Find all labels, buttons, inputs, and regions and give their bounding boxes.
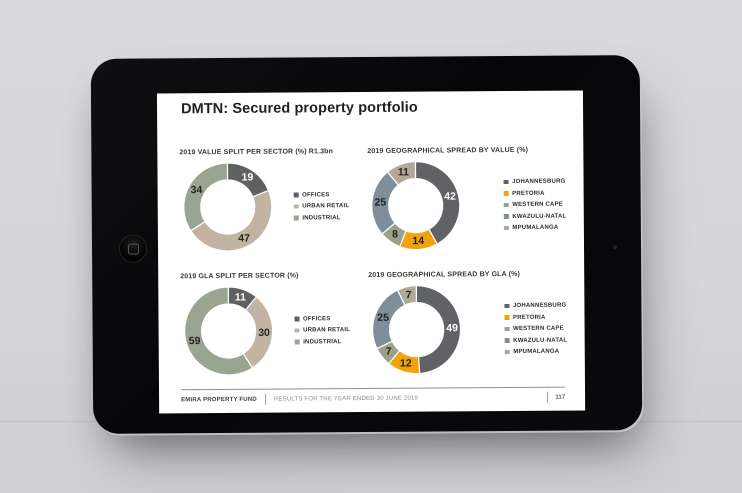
legend-label: PRETORIA	[512, 190, 545, 197]
legend-item-kwazulu-natal: KWAZULU-NATAL	[503, 210, 567, 222]
legend-label: JOHANNESBURG	[512, 178, 566, 185]
legend-label: MPUMALANGA	[512, 224, 559, 231]
legend-label: OFFICES	[302, 191, 330, 198]
page-number: 117	[555, 394, 566, 401]
legend-label: WESTERN CAPE	[512, 201, 563, 208]
legend-swatch	[504, 338, 510, 343]
legend-swatch	[504, 349, 510, 355]
donut-segment-mpumalanga	[396, 285, 418, 307]
footer-brand: EMIRA PROPERTY FUND	[181, 396, 257, 403]
legend-label: MPUMALANGA	[513, 348, 560, 355]
tablet-device: DMTN: Secured property portfolio 2019 VA…	[90, 55, 643, 434]
chart-value-split-per-sector: 2019 VALUE SPLIT PER SECTOR (%) R1.3bn 1…	[179, 148, 366, 255]
donut-value-label: 7	[386, 346, 392, 358]
donut-segment-mpumalanga	[386, 161, 417, 186]
legend-swatch	[503, 191, 509, 196]
donut-value-label: 19	[242, 171, 254, 183]
legend-item-johannesburg: JOHANNESBURG	[504, 300, 567, 312]
legend-swatch	[293, 192, 299, 198]
legend-label: PRETORIA	[512, 314, 546, 321]
donut-segment-industrial	[184, 286, 254, 376]
legend-item-urban-retail: URBAN RETAIL	[293, 200, 350, 212]
legend-swatch	[293, 204, 299, 209]
legend-label: URBAN RETAIL	[302, 203, 350, 210]
legend-item-urban-retail: URBAN RETAIL	[294, 324, 351, 336]
legend-item-industrial: INDUSTRIAL	[293, 212, 350, 224]
donut-value-label: 7	[406, 289, 412, 301]
legend-label: KWAZULU-NATAL	[512, 213, 567, 220]
donut-segment-urban-retail	[189, 189, 273, 252]
donut-value-label: 49	[446, 322, 458, 334]
legend-item-pretoria: PRETORIA	[504, 311, 567, 323]
donut-segment-industrial	[183, 162, 229, 232]
chart-legend: JOHANNESBURG PRETORIA WESTERN CAPE KWAZULU-…	[504, 300, 567, 358]
legend-label: JOHANNESBURG	[512, 302, 567, 309]
donut-value-label: 12	[400, 357, 412, 369]
donut-value-label: 11	[235, 291, 246, 303]
donut-chart-geo-value: 42 14 8 25 11	[371, 161, 461, 251]
legend-swatch	[503, 225, 509, 231]
legend-swatch	[294, 316, 300, 322]
chart-legend: OFFICES URBAN RETAIL INDUSTRIAL	[293, 189, 350, 224]
home-button[interactable]	[118, 234, 148, 263]
legend-swatch	[503, 202, 509, 208]
home-button-icon	[127, 243, 139, 255]
legend-swatch	[293, 215, 299, 221]
legend-label: INDUSTRIAL	[302, 214, 341, 221]
donut-value-label: 8	[392, 228, 398, 240]
chart-title: 2019 GEOGRAPHICAL SPREAD BY VALUE (%)	[367, 146, 529, 155]
legend-item-pretoria: PRETORIA	[503, 187, 567, 199]
legend-label: OFFICES	[302, 315, 331, 322]
legend-swatch	[504, 326, 510, 332]
donut-value-label: 11	[398, 166, 409, 178]
donut-value-label: 47	[238, 232, 250, 244]
legend-swatch	[294, 328, 300, 333]
donut-value-label: 14	[412, 235, 424, 247]
legend-item-johannesburg: JOHANNESBURG	[503, 176, 567, 188]
chart-legend: OFFICES URBAN RETAIL INDUSTRIAL	[294, 313, 350, 348]
legend-item-offices: OFFICES	[294, 313, 350, 325]
donut-segment-johannesburg	[415, 285, 462, 375]
legend-swatch	[503, 179, 509, 185]
donut-value-label: 25	[374, 197, 386, 209]
legend-swatch	[504, 303, 509, 309]
chart-title: 2019 GLA SPLIT PER SECTOR (%)	[180, 272, 299, 281]
donut-value-label: 59	[189, 335, 201, 347]
legend-item-offices: OFFICES	[293, 189, 350, 201]
chart-geographical-spread-by-value: 2019 GEOGRAPHICAL SPREAD BY VALUE (%) 42…	[367, 147, 580, 254]
chart-legend: JOHANNESBURG PRETORIA WESTERN CAPE KWAZULU-…	[503, 176, 567, 234]
legend-item-mpumalanga: MPUMALANGA	[504, 346, 568, 358]
footer-divider	[264, 393, 266, 405]
donut-value-label: 34	[191, 184, 203, 196]
legend-label: INDUSTRIAL	[303, 338, 342, 345]
slide-title: DMTN: Secured property portfolio	[180, 99, 418, 118]
camera-icon	[613, 245, 618, 250]
legend-item-western-cape: WESTERN CAPE	[504, 323, 568, 335]
donut-chart-value-split: 19 47 34	[183, 162, 273, 252]
chart-title: 2019 GEOGRAPHICAL SPREAD BY GLA (%)	[368, 270, 521, 279]
legend-label: URBAN RETAIL	[303, 327, 351, 334]
legend-label: KWAZULU-NATAL	[513, 337, 568, 344]
donut-chart-geo-gla: 49 12 7 25 7	[372, 285, 462, 375]
legend-swatch	[504, 315, 510, 320]
footer-divider	[547, 391, 549, 403]
tablet-screen: DMTN: Secured property portfolio 2019 VA…	[156, 90, 586, 414]
footer-subtitle: RESULTS FOR THE YEAR ENDED 30 JUNE 2019	[273, 395, 419, 403]
donut-value-label: 42	[444, 191, 456, 203]
chart-gla-split-per-sector: 2019 GLA SPLIT PER SECTOR (%) 11 30 59 OFF…	[180, 272, 367, 379]
legend-swatch	[294, 339, 300, 345]
donut-value-label: 30	[258, 327, 270, 339]
donut-value-label: 25	[377, 312, 389, 324]
legend-label: WESTERN CAPE	[513, 325, 564, 332]
legend-item-kwazulu-natal: KWAZULU-NATAL	[504, 334, 568, 346]
legend-item-mpumalanga: MPUMALANGA	[503, 222, 567, 234]
chart-geographical-spread-by-gla: 2019 GEOGRAPHICAL SPREAD BY GLA (%) 49 12…	[368, 271, 581, 378]
donut-chart-gla-split: 11 30 59	[184, 286, 274, 376]
donut-segment-johannesburg	[414, 161, 461, 245]
slide-footer: EMIRA PROPERTY FUND RESULTS FOR THE YEAR…	[181, 386, 566, 406]
legend-item-western-cape: WESTERN CAPE	[503, 199, 567, 211]
legend-swatch	[503, 214, 509, 219]
chart-title: 2019 VALUE SPLIT PER SECTOR (%) R1.3bn	[179, 148, 334, 157]
legend-item-industrial: INDUSTRIAL	[294, 336, 351, 348]
